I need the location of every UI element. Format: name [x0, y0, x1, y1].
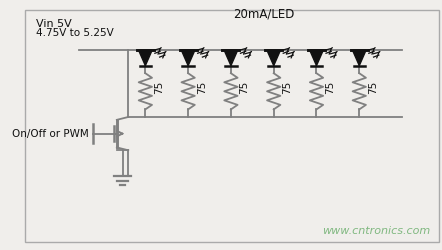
Text: 20mA/LED: 20mA/LED [233, 7, 295, 20]
Text: 75: 75 [197, 81, 207, 94]
Polygon shape [139, 50, 152, 66]
Text: Vin 5V: Vin 5V [36, 18, 72, 28]
Text: www.cntronics.com: www.cntronics.com [322, 226, 431, 236]
Polygon shape [267, 50, 280, 66]
Text: 75: 75 [282, 81, 292, 94]
Text: 4.75V to 5.25V: 4.75V to 5.25V [36, 28, 114, 38]
Polygon shape [353, 50, 366, 66]
Text: 75: 75 [368, 81, 378, 94]
Text: 75: 75 [240, 81, 249, 94]
Text: On/Off or PWM: On/Off or PWM [11, 129, 88, 139]
Text: 75: 75 [325, 81, 335, 94]
Polygon shape [182, 50, 195, 66]
Text: 75: 75 [154, 81, 164, 94]
Polygon shape [224, 50, 238, 66]
Polygon shape [310, 50, 323, 66]
